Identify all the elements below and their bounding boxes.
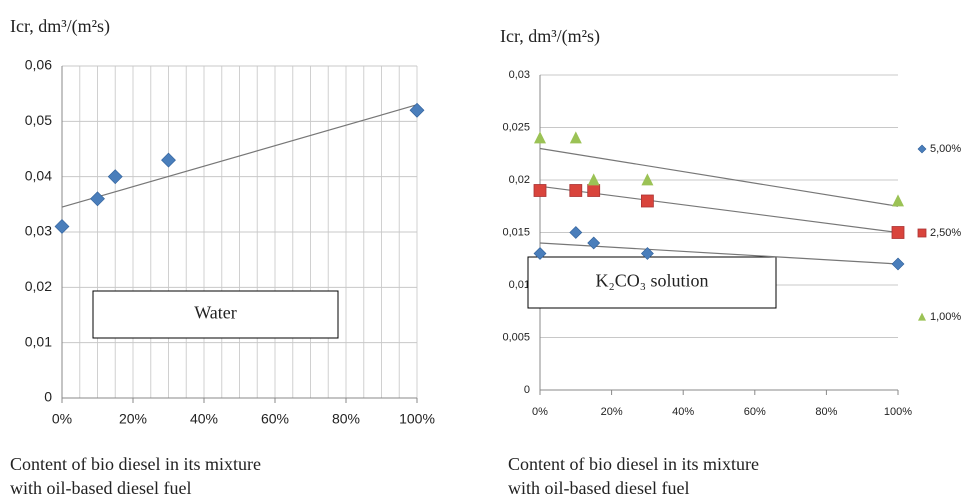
data-point bbox=[569, 131, 582, 144]
y-tick-label: 0,01 bbox=[25, 333, 52, 349]
data-point bbox=[569, 226, 583, 239]
data-point bbox=[107, 169, 123, 185]
data-point bbox=[641, 194, 654, 208]
x-axis-title: Content of bio diesel in its mixture bbox=[508, 454, 759, 474]
data-point bbox=[640, 247, 654, 260]
data-point bbox=[533, 247, 547, 260]
y-tick-label: 0,025 bbox=[502, 121, 530, 133]
x-axis-title: with oil-based diesel fuel bbox=[10, 478, 191, 498]
annotation-box bbox=[527, 256, 777, 309]
x-tick-label: 40% bbox=[190, 411, 218, 427]
y-tick-label: 0,01 bbox=[509, 279, 530, 291]
data-point bbox=[891, 257, 905, 271]
y-tick-label: 0,04 bbox=[25, 167, 52, 183]
data-point bbox=[533, 184, 547, 197]
legend-marker bbox=[918, 312, 926, 321]
data-point bbox=[587, 184, 601, 197]
legend-label: 5,00% bbox=[930, 143, 961, 155]
annotation: Water bbox=[194, 303, 237, 323]
y-tick-label: 0,03 bbox=[25, 223, 52, 239]
y-tick-label: 0,02 bbox=[509, 174, 530, 186]
y-axis-title: Icr, dm³/(m²s) bbox=[10, 16, 110, 37]
x-tick-label: 20% bbox=[119, 411, 147, 427]
data-point bbox=[161, 152, 176, 168]
legend-marker bbox=[917, 144, 927, 154]
y-axis-title: Icr, dm³/(m²s) bbox=[500, 26, 600, 47]
x-tick-label: 0% bbox=[532, 406, 548, 418]
y-tick-label: 0,015 bbox=[502, 226, 530, 238]
y-tick-label: 0,03 bbox=[509, 69, 530, 81]
data-point bbox=[534, 131, 546, 144]
data-point bbox=[569, 184, 583, 197]
y-tick-label: 0 bbox=[44, 389, 52, 405]
y-tick-label: 0,06 bbox=[25, 57, 52, 73]
annotation: K₂CO₃ solution bbox=[595, 271, 708, 291]
data-point bbox=[641, 173, 654, 186]
trend-line bbox=[61, 104, 418, 208]
data-point bbox=[90, 191, 105, 207]
x-tick-label: 100% bbox=[399, 411, 435, 427]
x-tick-label: 60% bbox=[261, 411, 289, 427]
x-tick-label: 80% bbox=[815, 406, 837, 418]
x-tick-label: 40% bbox=[672, 406, 694, 418]
legend-label: 2,50% bbox=[930, 227, 961, 239]
x-tick-label: 60% bbox=[744, 406, 766, 418]
x-axis-title: with oil-based diesel fuel bbox=[508, 478, 689, 498]
x-tick-label: 0% bbox=[52, 411, 72, 427]
data-point bbox=[587, 236, 601, 250]
y-tick-label: 0,02 bbox=[25, 278, 52, 294]
annotation-box bbox=[92, 290, 339, 339]
legend-label: 1,00% bbox=[930, 311, 961, 323]
data-point bbox=[409, 102, 425, 118]
data-point bbox=[892, 194, 904, 207]
x-axis-title: Content of bio diesel in its mixture bbox=[10, 454, 261, 474]
x-tick-label: 100% bbox=[884, 406, 912, 418]
trend-line bbox=[539, 147, 899, 207]
y-tick-label: 0,05 bbox=[25, 112, 52, 128]
data-point bbox=[891, 226, 905, 239]
trend-line bbox=[539, 242, 899, 265]
legend-marker bbox=[917, 228, 927, 238]
data-point bbox=[54, 219, 70, 234]
data-point bbox=[587, 173, 600, 186]
x-tick-label: 80% bbox=[332, 411, 360, 427]
x-tick-label: 20% bbox=[601, 406, 623, 418]
y-tick-label: 0,005 bbox=[502, 331, 530, 343]
y-tick-label: 0 bbox=[524, 384, 530, 396]
